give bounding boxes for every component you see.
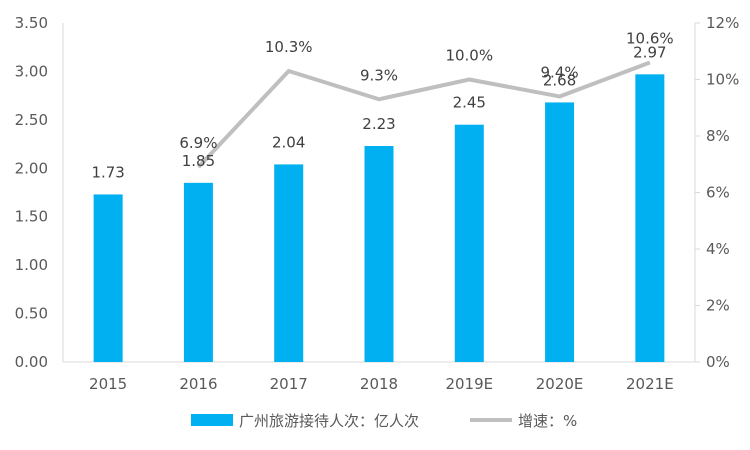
x-tick-label: 2019E xyxy=(445,375,493,393)
growth-value-label: 10.0% xyxy=(445,47,493,65)
bar-value-label: 1.73 xyxy=(91,163,124,181)
legend-line-label: 增速：% xyxy=(518,412,577,430)
y-right-tick-label: 10% xyxy=(706,71,739,89)
bar-value-label: 1.85 xyxy=(182,152,215,170)
y-left-tick-label: 2.50 xyxy=(15,111,48,129)
growth-value-label: 10.3% xyxy=(265,38,313,56)
y-right-tick-label: 0% xyxy=(706,353,730,371)
x-tick-label: 2017 xyxy=(270,375,308,393)
y-left-tick-label: 0.50 xyxy=(15,305,48,323)
legend: 广州旅游接待人次：亿人次 增速：% xyxy=(191,412,577,430)
growth-line xyxy=(196,60,651,169)
line-series xyxy=(196,60,651,169)
x-tick-label: 2018 xyxy=(360,375,398,393)
y-left-tick-label: 3.50 xyxy=(15,14,48,32)
bar-value-label: 2.68 xyxy=(543,71,576,89)
bar xyxy=(364,146,394,362)
growth-value-label: 6.9% xyxy=(179,134,217,152)
y-right-tick-label: 6% xyxy=(706,184,730,202)
y-right-tick-label: 12% xyxy=(706,14,739,32)
bar-value-label: 2.23 xyxy=(362,115,395,133)
x-tick-label: 2016 xyxy=(179,375,217,393)
data-labels: 1.73 1.85 2.04 2.23 2.45 2.68 2.97 6.9% 10.3% 9.3… xyxy=(91,30,673,182)
legend-bar-label: 广州旅游接待人次：亿人次 xyxy=(239,412,419,430)
axes: 0.00 0.50 1.00 1.50 2.00 2.50 3.00 3.50 0% 2% 4% 6%… xyxy=(15,14,740,393)
growth-value-label: 10.6% xyxy=(626,30,674,48)
y-right-tick-label: 8% xyxy=(706,127,730,145)
y-left-tick-label: 1.00 xyxy=(15,256,48,274)
bar xyxy=(93,194,123,362)
x-tick-label: 2015 xyxy=(89,375,127,393)
y-right-tick-label: 4% xyxy=(706,240,730,258)
growth-value-label: 9.3% xyxy=(360,66,398,84)
bar-series xyxy=(93,74,665,363)
bar-value-label: 2.04 xyxy=(272,133,305,151)
y-left-tick-label: 0.00 xyxy=(15,353,48,371)
bar xyxy=(274,164,304,362)
bar-value-label: 2.97 xyxy=(633,43,666,61)
y-right-tick-label: 2% xyxy=(706,297,730,315)
x-tick-label: 2020E xyxy=(536,375,584,393)
bar xyxy=(545,102,575,363)
bar xyxy=(183,182,213,362)
y-left-tick-label: 2.00 xyxy=(15,159,48,177)
bar-value-label: 2.45 xyxy=(453,94,486,112)
y-left-tick-label: 3.00 xyxy=(15,62,48,80)
legend-bar-swatch xyxy=(191,414,233,426)
x-tick-label: 2021E xyxy=(626,375,674,393)
y-left-tick-label: 1.50 xyxy=(15,208,48,226)
growth-value-label: 9.4% xyxy=(541,63,579,81)
bar xyxy=(635,74,665,362)
bar xyxy=(454,124,484,362)
